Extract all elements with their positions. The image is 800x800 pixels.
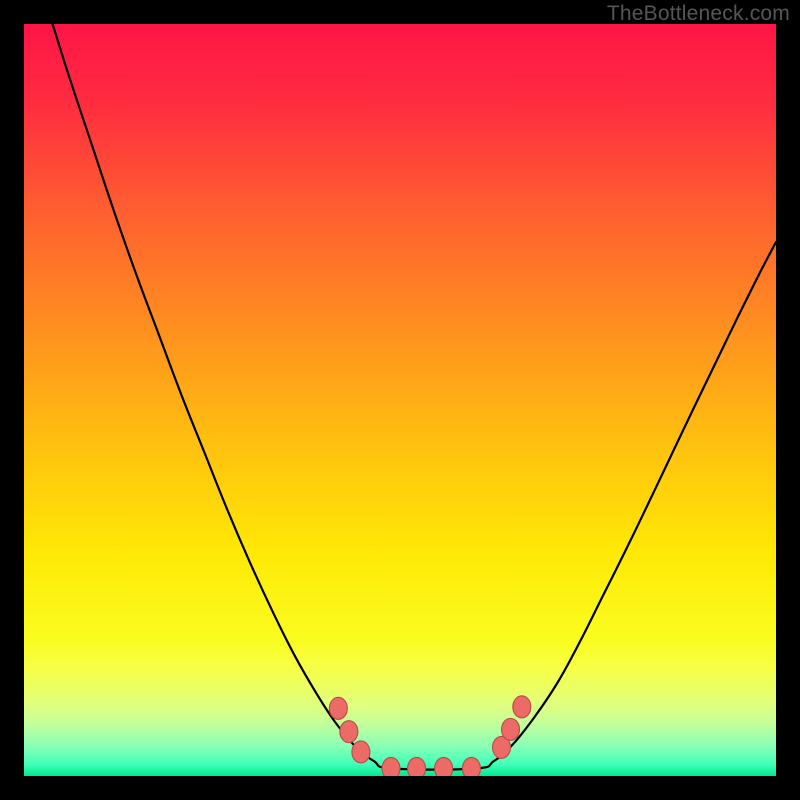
chart-frame: TheBottleneck.com bbox=[0, 0, 800, 800]
watermark-text: TheBottleneck.com bbox=[607, 2, 790, 26]
bottleneck-curve bbox=[53, 24, 776, 770]
plot-area bbox=[24, 24, 776, 776]
marker-dot bbox=[435, 757, 453, 776]
marker-dot bbox=[502, 718, 520, 740]
marker-group bbox=[329, 696, 530, 776]
marker-dot bbox=[352, 741, 370, 763]
marker-dot bbox=[382, 757, 400, 776]
marker-dot bbox=[408, 757, 426, 776]
marker-dot bbox=[340, 721, 358, 743]
curve-layer bbox=[24, 24, 776, 776]
marker-dot bbox=[329, 697, 347, 719]
marker-dot bbox=[462, 757, 480, 776]
marker-dot bbox=[513, 696, 531, 718]
